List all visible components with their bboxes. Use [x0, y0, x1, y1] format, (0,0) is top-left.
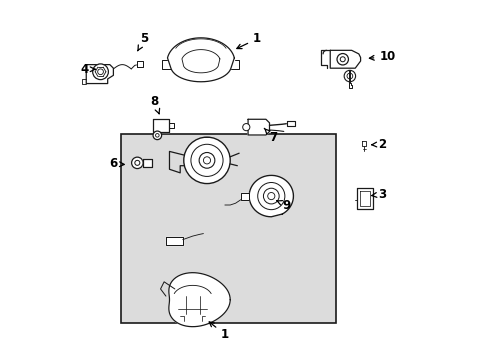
Circle shape	[93, 64, 108, 80]
Text: 1: 1	[209, 322, 228, 341]
Circle shape	[131, 157, 143, 168]
Circle shape	[336, 54, 348, 65]
Circle shape	[183, 137, 230, 184]
Polygon shape	[241, 193, 248, 200]
Polygon shape	[152, 118, 168, 132]
Polygon shape	[329, 50, 360, 68]
Text: 9: 9	[276, 198, 290, 212]
Polygon shape	[287, 121, 294, 126]
Polygon shape	[167, 38, 234, 82]
Circle shape	[242, 123, 249, 131]
Polygon shape	[137, 62, 143, 67]
Polygon shape	[357, 188, 372, 209]
Polygon shape	[165, 237, 183, 245]
Circle shape	[153, 131, 162, 140]
Text: 7: 7	[264, 128, 277, 144]
Text: 8: 8	[150, 95, 159, 114]
Polygon shape	[168, 273, 230, 327]
Polygon shape	[361, 141, 366, 146]
Text: 6: 6	[109, 157, 124, 170]
Polygon shape	[86, 64, 113, 84]
Polygon shape	[247, 119, 269, 135]
Bar	[121, 134, 335, 323]
Polygon shape	[143, 158, 152, 167]
Text: 5: 5	[138, 32, 148, 51]
Text: 2: 2	[371, 138, 386, 151]
Text: 3: 3	[371, 188, 386, 201]
Polygon shape	[168, 123, 174, 128]
Polygon shape	[249, 175, 293, 217]
Text: 10: 10	[368, 50, 395, 63]
Text: 4: 4	[80, 63, 95, 76]
Text: 1: 1	[236, 32, 261, 49]
